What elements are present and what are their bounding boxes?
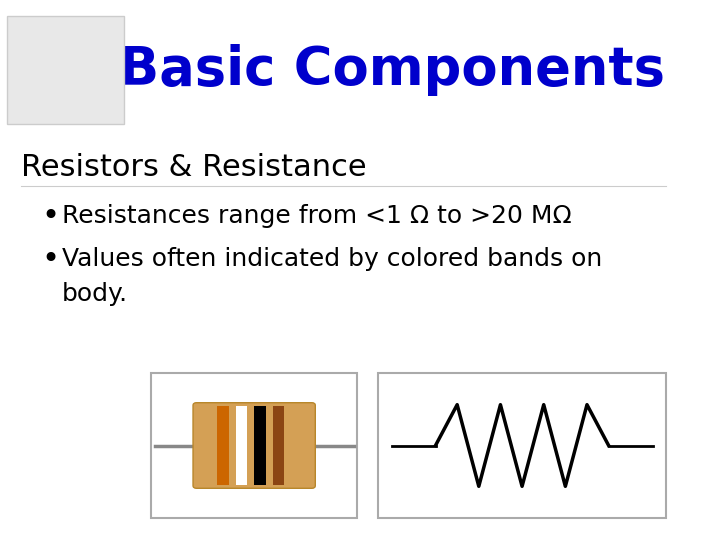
- Bar: [235, 407, 247, 484]
- Bar: [151, 373, 357, 518]
- FancyBboxPatch shape: [7, 16, 124, 124]
- Text: Values often indicated by colored bands on: Values often indicated by colored bands …: [62, 247, 602, 271]
- Text: AMATEUR: AMATEUR: [37, 70, 94, 79]
- FancyBboxPatch shape: [193, 403, 315, 488]
- Text: •: •: [41, 201, 59, 231]
- Text: •: •: [41, 245, 59, 274]
- Bar: [378, 373, 666, 518]
- Text: Resistors & Resistance: Resistors & Resistance: [21, 153, 366, 182]
- Text: body.: body.: [62, 282, 128, 306]
- Text: W9LUU.org: W9LUU.org: [50, 103, 81, 108]
- Text: Basic Components: Basic Components: [119, 44, 665, 96]
- Text: Resistances range from <1 Ω to >20 MΩ: Resistances range from <1 Ω to >20 MΩ: [62, 204, 572, 228]
- Bar: [254, 407, 266, 484]
- Bar: [217, 407, 229, 484]
- Text: RADIO: RADIO: [47, 84, 84, 94]
- Bar: [273, 407, 284, 484]
- Text: WABASH VALLEY: WABASH VALLEY: [35, 54, 95, 59]
